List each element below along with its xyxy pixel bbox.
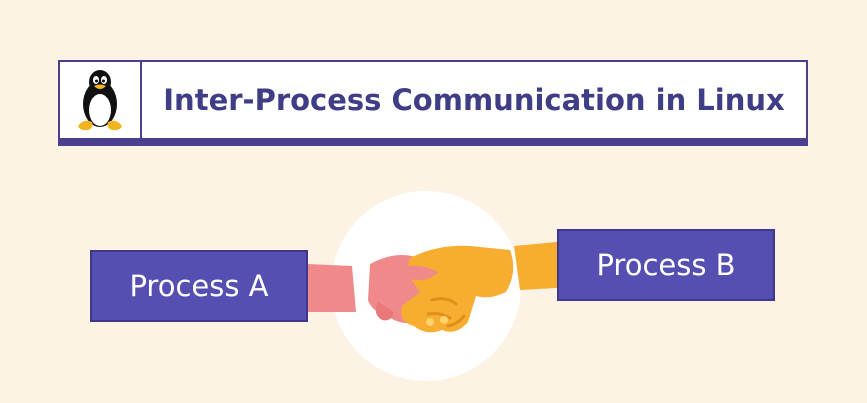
right-hand xyxy=(401,245,514,333)
page-title: Inter-Process Communication in Linux xyxy=(163,83,785,117)
logo-cell xyxy=(60,62,142,138)
right-arm xyxy=(514,242,557,290)
handshake-icon xyxy=(308,242,557,333)
title-banner: Inter-Process Communication in Linux xyxy=(58,60,808,140)
left-arm xyxy=(308,264,356,312)
process-a-box: Process A xyxy=(90,250,308,322)
tux-penguin-icon xyxy=(78,70,122,131)
process-b-box: Process B xyxy=(557,229,775,301)
